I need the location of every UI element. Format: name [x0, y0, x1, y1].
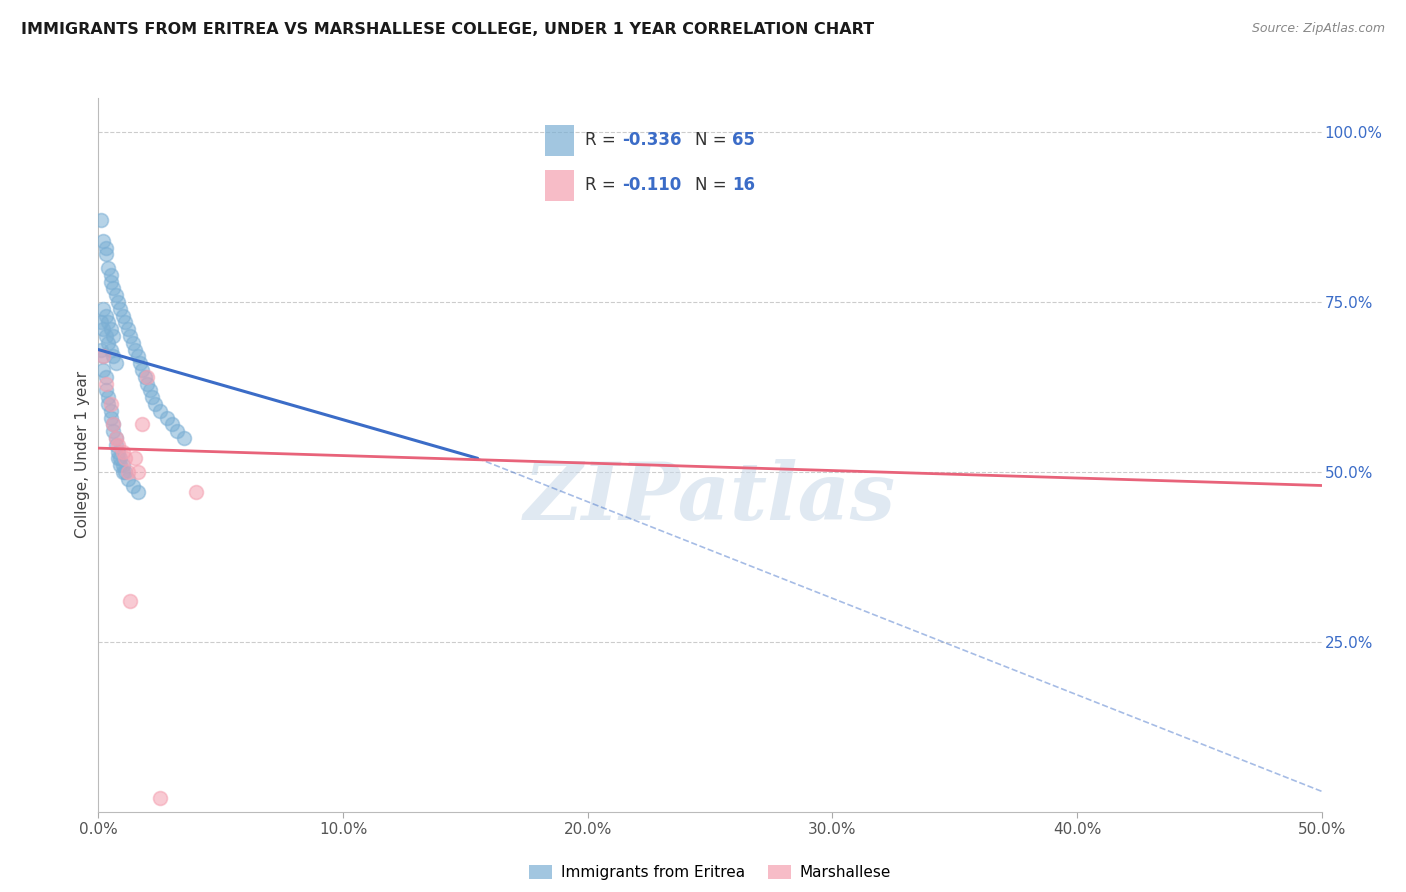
Point [94, 384, 117, 398]
Text: R =: R = [585, 131, 621, 149]
Point [94, 309, 117, 323]
Point [104, 356, 127, 370]
Point [160, 417, 183, 432]
Point [100, 410, 122, 425]
Point [111, 444, 134, 458]
Point [117, 465, 139, 479]
Point [104, 431, 127, 445]
Point [97, 397, 120, 411]
Point [100, 343, 122, 357]
Text: ZIPatlas: ZIPatlas [524, 459, 896, 536]
Point [110, 301, 132, 316]
Point [131, 417, 153, 432]
Point [101, 417, 124, 432]
Point [107, 444, 129, 458]
Point [101, 281, 124, 295]
Point [107, 295, 129, 310]
Point [136, 369, 159, 384]
Point [110, 451, 132, 466]
Point [91, 234, 114, 248]
Point [97, 390, 120, 404]
Point [134, 369, 156, 384]
Point [100, 322, 122, 336]
Point [94, 376, 117, 391]
Point [127, 350, 149, 364]
Point [120, 594, 142, 608]
Point [127, 465, 149, 479]
Point [91, 301, 114, 316]
Point [124, 451, 146, 466]
Point [91, 350, 114, 364]
Point [129, 356, 152, 370]
Point [117, 322, 139, 336]
Text: N =: N = [695, 177, 737, 194]
Point [136, 376, 159, 391]
Text: -0.110: -0.110 [623, 177, 682, 194]
Point [110, 458, 132, 472]
Point [101, 424, 124, 438]
Point [139, 384, 162, 398]
Text: R =: R = [585, 177, 626, 194]
Point [121, 478, 143, 492]
Point [111, 458, 134, 472]
Point [91, 350, 114, 364]
Text: 65: 65 [733, 131, 755, 149]
Point [91, 322, 114, 336]
Bar [546, 125, 575, 155]
Point [117, 472, 139, 486]
Point [94, 369, 117, 384]
Point [166, 424, 188, 438]
Point [186, 485, 208, 500]
Point [90, 343, 112, 357]
Bar [546, 170, 575, 201]
Point [131, 363, 153, 377]
Point [100, 275, 122, 289]
Point [104, 431, 127, 445]
Point [111, 309, 134, 323]
Point [101, 417, 124, 432]
Point [94, 329, 117, 343]
Point [124, 343, 146, 357]
Point [156, 410, 179, 425]
Point [107, 438, 129, 452]
Point [97, 335, 120, 350]
Point [97, 315, 120, 329]
Text: Source: ZipAtlas.com: Source: ZipAtlas.com [1251, 22, 1385, 36]
Point [104, 438, 127, 452]
Point [91, 363, 114, 377]
Legend: Immigrants from Eritrea, Marshallese: Immigrants from Eritrea, Marshallese [523, 858, 897, 886]
Y-axis label: College, Under 1 year: College, Under 1 year [75, 371, 90, 539]
Point [94, 247, 117, 261]
Point [100, 268, 122, 282]
Point [127, 485, 149, 500]
Point [90, 315, 112, 329]
Point [94, 241, 117, 255]
Point [121, 335, 143, 350]
Point [90, 213, 112, 227]
Point [143, 397, 166, 411]
Point [114, 451, 136, 466]
Point [149, 791, 172, 805]
Point [101, 329, 124, 343]
Point [173, 431, 195, 445]
Text: N =: N = [695, 131, 731, 149]
Point [120, 329, 142, 343]
Text: -0.336: -0.336 [623, 131, 682, 149]
Point [100, 397, 122, 411]
Point [141, 390, 163, 404]
Text: IMMIGRANTS FROM ERITREA VS MARSHALLESE COLLEGE, UNDER 1 YEAR CORRELATION CHART: IMMIGRANTS FROM ERITREA VS MARSHALLESE C… [21, 22, 875, 37]
Point [111, 465, 134, 479]
Point [101, 350, 124, 364]
Point [107, 451, 129, 466]
Point [104, 288, 127, 302]
Point [114, 315, 136, 329]
Point [100, 403, 122, 417]
Point [114, 465, 136, 479]
Point [97, 260, 120, 275]
Point [149, 403, 172, 417]
Text: 16: 16 [733, 177, 755, 194]
